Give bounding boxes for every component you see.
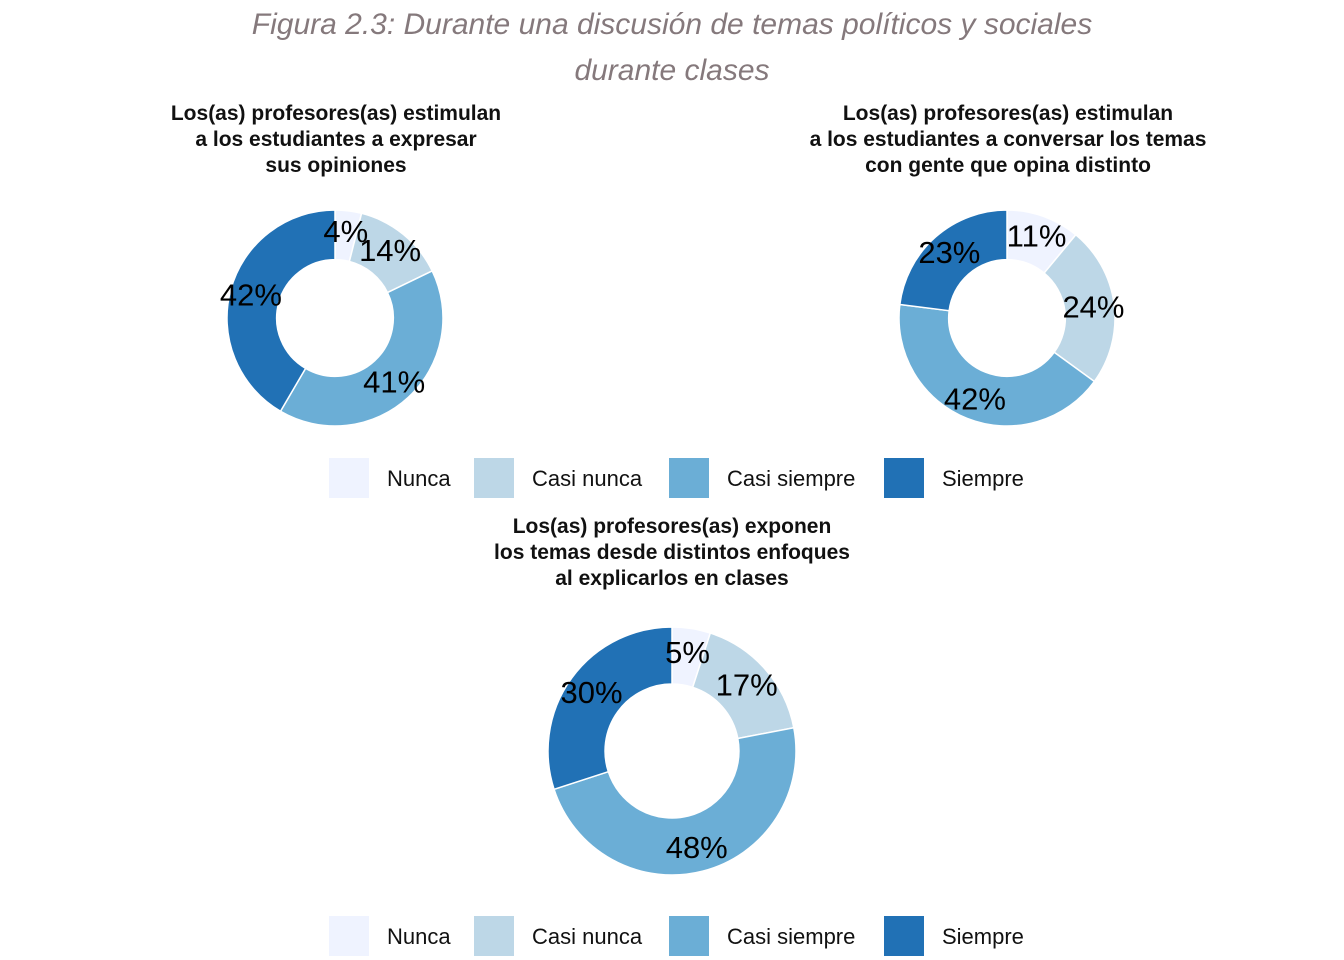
legend-swatch [884, 458, 924, 498]
donut-slice-siempre [226, 209, 336, 413]
chart-3-title-line: Los(as) profesores(as) exponen [512, 515, 832, 538]
legend-swatch [669, 916, 709, 956]
chart-2-title-line: con gente que opina distinto [865, 154, 1151, 177]
legend-swatch [329, 916, 369, 956]
donut-slice-casi-nunca [1043, 233, 1116, 383]
donut-slice-casi-siempre [553, 726, 797, 876]
chart-2-title: Los(as) profesores(as) estimulan a los e… [758, 101, 1258, 179]
legend-1: Nunca Casi nunca Casi siempre Siempre [0, 458, 1344, 500]
chart-3-title-line: los temas desde distintos enfoques [494, 541, 850, 564]
legend-label: Casi nunca [532, 924, 643, 949]
chart-3-title-line: al explicarlos en clases [555, 567, 789, 590]
chart-1-title-line: a los estudiantes a expresar [195, 128, 477, 151]
donut-value-label: 41% [363, 364, 425, 399]
chart-2-title-line: Los(as) profesores(as) estimulan [842, 102, 1174, 125]
chart-1-title: Los(as) profesores(as) estimulan a los e… [86, 101, 586, 179]
legend-label: Siempre [942, 466, 1024, 491]
figure-title: Figura 2.3: Durante una discusión de tem… [0, 2, 1344, 94]
legend-label: Siempre [942, 924, 1024, 949]
chart-1-title-line: sus opiniones [265, 154, 407, 177]
donut-slice-siempre [547, 626, 673, 791]
donut-value-label: 5% [665, 635, 710, 670]
legend-swatch [669, 458, 709, 498]
legend-label: Casi siempre [727, 924, 856, 949]
legend-label: Nunca [387, 466, 451, 491]
legend-swatch [474, 916, 514, 956]
donut-value-label: 14% [359, 233, 421, 268]
donut-value-label: 4% [323, 214, 368, 249]
donut-value-label: 17% [716, 668, 778, 703]
chart-2-title-line: a los estudiantes a conversar los temas [809, 128, 1207, 151]
legend-label: Casi nunca [532, 466, 643, 491]
legend-label: Casi siempre [727, 466, 856, 491]
chart-1-title-line: Los(as) profesores(as) estimulan [170, 102, 502, 125]
donut-value-label: 23% [918, 235, 980, 270]
legend-swatch [329, 458, 369, 498]
figure-title-line-2: durante clases [574, 54, 770, 87]
donut-chart-2: 11% 24% 42% 23% [898, 209, 1124, 427]
donut-slice-siempre [899, 209, 1008, 312]
legend-2: Nunca Casi nunca Casi siempre Siempre [0, 916, 1344, 958]
chart-3-title: Los(as) profesores(as) exponen los temas… [422, 514, 922, 592]
legend-swatch [474, 458, 514, 498]
legend-label: Nunca [387, 924, 451, 949]
donut-value-label: 42% [220, 278, 282, 313]
donut-value-label: 24% [1062, 290, 1124, 325]
donut-value-label: 11% [1007, 218, 1067, 253]
donut-chart-3: 5%17% 48% 30% [547, 626, 797, 876]
legend-swatch [884, 916, 924, 956]
donut-value-label: 42% [944, 382, 1006, 417]
figure-title-line-1: Figura 2.3: Durante una discusión de tem… [251, 8, 1093, 41]
donut-slice-casi-siempre [898, 303, 1096, 427]
donut-value-label: 30% [560, 675, 622, 710]
donut-slice-casi-siempre [279, 269, 444, 427]
donut-value-label: 48% [666, 830, 728, 865]
donut-chart-1: 4%14% 41% 42% [220, 209, 444, 427]
